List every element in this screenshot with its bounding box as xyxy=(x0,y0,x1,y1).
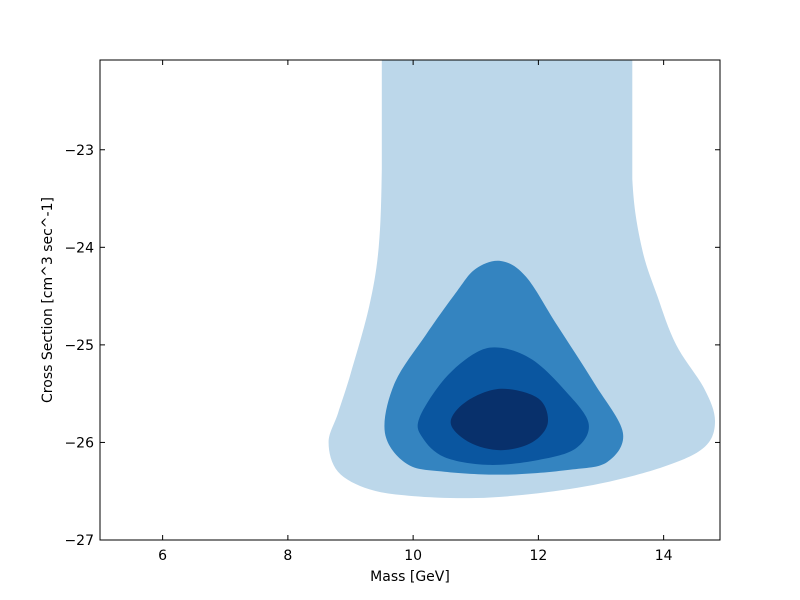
contour-regions xyxy=(328,60,715,499)
x-tick-label: 6 xyxy=(158,548,167,564)
axis-ticks: 6 8 10 12 14 −27 −26 −25 −24 −23 xyxy=(64,60,720,564)
x-tick-label: 10 xyxy=(404,548,422,564)
x-tick-label: 8 xyxy=(283,548,292,564)
x-axis-label: Mass [GeV] xyxy=(370,569,450,585)
x-tick-label: 12 xyxy=(529,548,547,564)
y-tick-label: −27 xyxy=(64,533,94,549)
plot-frame xyxy=(99,59,721,541)
y-tick-label: −26 xyxy=(64,435,94,451)
contour-level-4 xyxy=(450,388,549,451)
x-tick-label: 14 xyxy=(655,548,673,564)
y-tick-label: −24 xyxy=(64,240,94,256)
y-axis-label: Cross Section [cm^3 sec^-1] xyxy=(40,197,56,403)
y-tick-label: −23 xyxy=(64,143,94,159)
y-tick-label: −25 xyxy=(64,338,94,354)
